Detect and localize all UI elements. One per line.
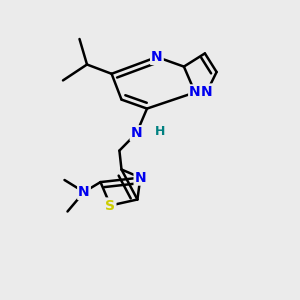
Text: N: N [201, 85, 213, 98]
Text: H: H [155, 125, 166, 138]
Text: N: N [189, 85, 201, 99]
Text: S: S [105, 199, 116, 212]
Text: N: N [131, 126, 142, 140]
Text: N: N [78, 185, 90, 199]
Text: N: N [135, 171, 146, 184]
Text: N: N [151, 50, 163, 64]
